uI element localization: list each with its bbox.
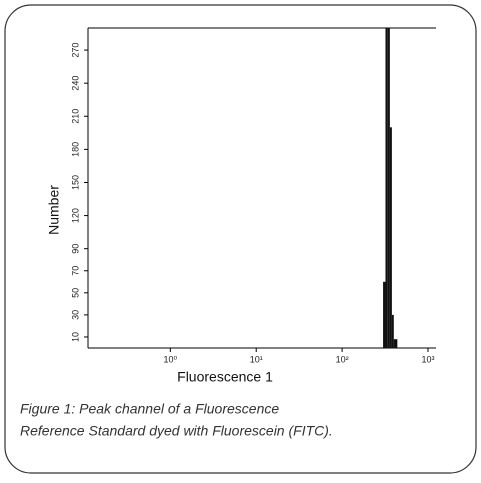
y-tick-label: 70 [70, 266, 80, 276]
y-tick-label: 90 [70, 244, 80, 254]
x-axis-title: Fluorescence 1 [177, 369, 273, 385]
frame [4, 4, 477, 474]
caption-line: Reference Standard dyed with Fluorescein… [20, 423, 333, 439]
y-tick-label: 50 [70, 288, 80, 298]
y-tick-label: 10 [70, 332, 80, 342]
y-tick-label: 150 [70, 175, 80, 190]
bar [387, 28, 390, 348]
y-axis-title: Number [46, 185, 62, 235]
y-tick-label: 30 [70, 310, 80, 320]
x-tick-label: 10¹ [250, 354, 263, 364]
x-tick-label: 10² [336, 354, 349, 364]
bar [383, 281, 386, 348]
bar [393, 339, 398, 348]
bar [391, 314, 394, 348]
x-tick-label: 10³ [421, 354, 434, 364]
y-tick-label: 210 [70, 109, 80, 124]
y-tick-label: 240 [70, 76, 80, 91]
y-tick-label: 120 [70, 208, 80, 223]
bar [385, 28, 388, 348]
x-tick-label: 10⁰ [164, 354, 178, 364]
bar [389, 127, 392, 348]
caption-line: Figure 1: Peak channel of a Fluorescence [20, 401, 279, 417]
y-tick-label: 180 [70, 142, 80, 157]
y-tick-label: 270 [70, 43, 80, 58]
